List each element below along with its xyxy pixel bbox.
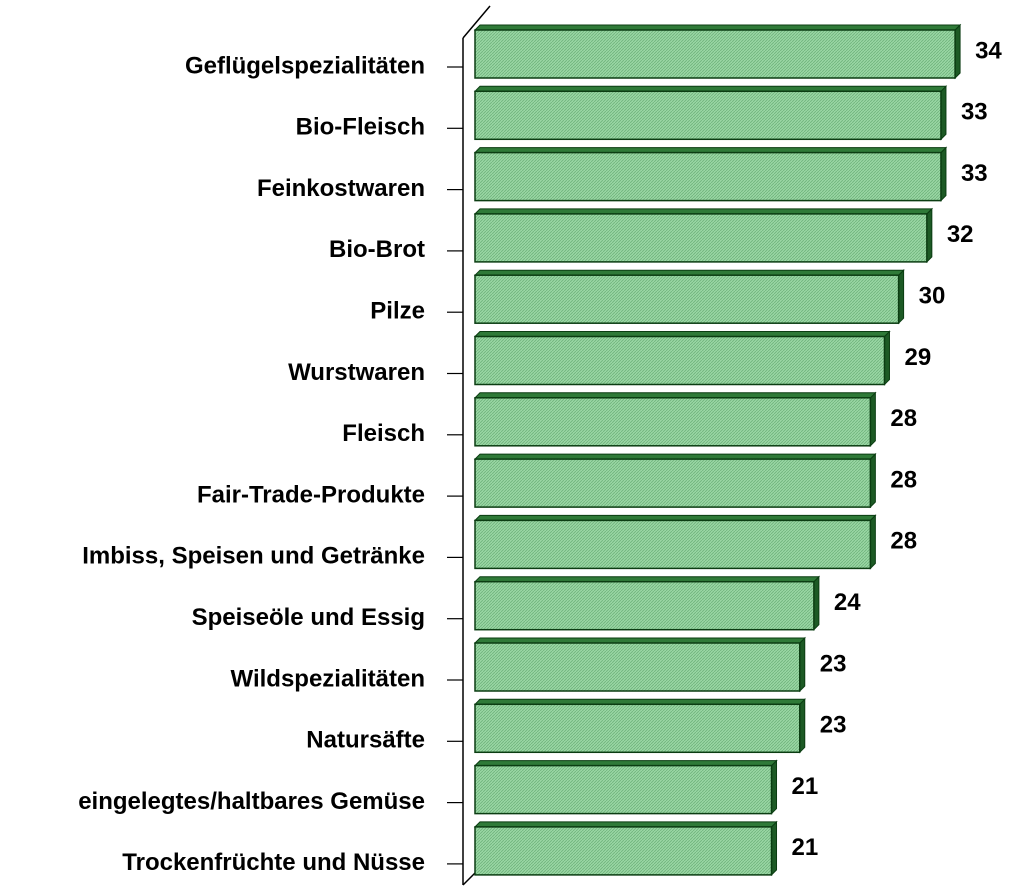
bar xyxy=(474,458,872,508)
bar xyxy=(474,764,773,815)
value-label: 32 xyxy=(947,221,974,248)
category-label: Bio-Fleisch xyxy=(296,114,425,141)
bar-depth xyxy=(771,820,778,877)
value-label: 33 xyxy=(961,99,988,126)
bar xyxy=(474,580,815,631)
category-label: Fleisch xyxy=(342,420,425,447)
bar xyxy=(474,397,872,447)
bar-depth xyxy=(940,85,947,141)
bar xyxy=(474,335,886,386)
bar-depth xyxy=(771,759,778,815)
bar xyxy=(474,29,956,79)
category-label: Geflügelspezialitäten xyxy=(185,52,425,79)
bar xyxy=(474,826,773,876)
bar-depth xyxy=(926,207,933,264)
value-label: 28 xyxy=(890,466,917,493)
category-label: Natursäfte xyxy=(306,727,425,754)
category-label: Pilze xyxy=(370,298,425,325)
bar xyxy=(474,151,942,202)
value-label: 29 xyxy=(904,344,931,371)
value-label: 30 xyxy=(919,283,946,310)
bar xyxy=(474,519,872,570)
bar xyxy=(474,703,801,754)
bar xyxy=(474,213,928,263)
bar xyxy=(474,642,801,692)
category-label: Wildspezialitäten xyxy=(231,665,425,692)
value-label: 23 xyxy=(820,712,847,739)
category-label: Fair-Trade-Produkte xyxy=(197,481,425,508)
bar xyxy=(474,90,942,141)
value-label: 28 xyxy=(890,528,917,555)
category-axis xyxy=(462,5,491,886)
value-label: 21 xyxy=(792,834,819,861)
value-label: 33 xyxy=(961,160,988,187)
category-label: eingelegtes/haltbares Gemüse xyxy=(78,788,425,815)
value-label: 34 xyxy=(975,37,1002,64)
category-label: Bio-Brot xyxy=(329,236,425,263)
bar-depth xyxy=(940,146,947,202)
bar xyxy=(474,274,900,324)
category-label: Speiseöle und Essig xyxy=(192,604,425,631)
value-label: 28 xyxy=(890,405,917,432)
bar-depth xyxy=(954,23,961,80)
category-label: Imbiss, Speisen und Getränke xyxy=(82,543,425,570)
category-label: Feinkostwaren xyxy=(257,175,425,202)
category-label: Trockenfrüchte und Nüsse xyxy=(122,849,425,876)
value-label: 23 xyxy=(820,650,847,677)
value-label: 24 xyxy=(834,589,861,616)
category-label: Wurstwaren xyxy=(288,359,425,386)
value-label: 21 xyxy=(792,773,819,800)
